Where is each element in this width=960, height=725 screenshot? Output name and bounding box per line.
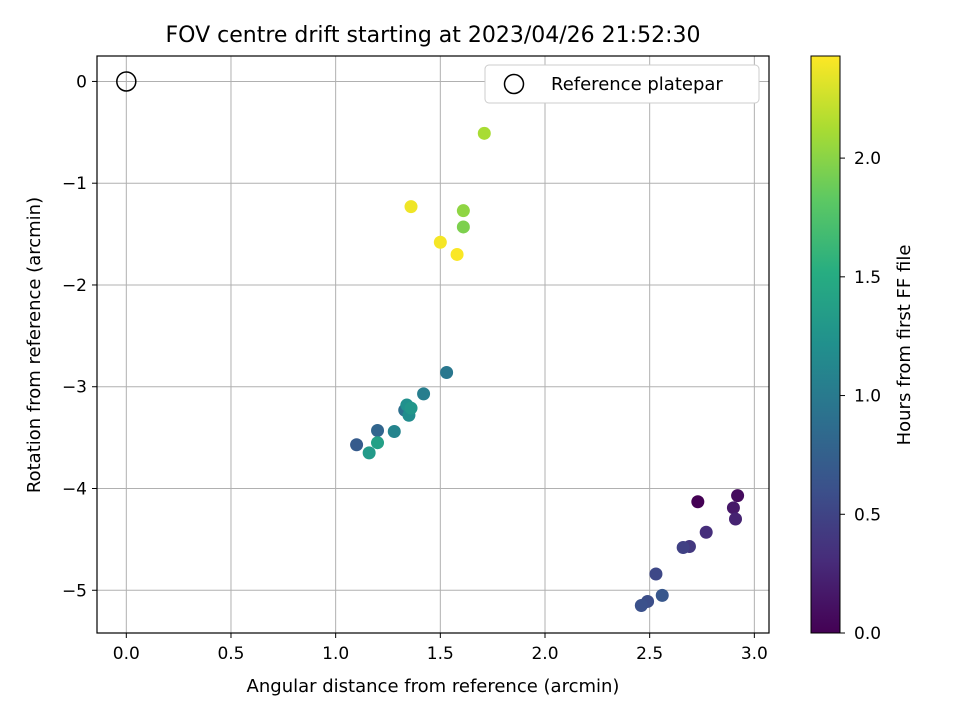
y-tick-label: −3 [62, 378, 87, 398]
x-axis-ticks: 0.0 0.5 1.0 1.5 2.0 2.5 3.0 [113, 633, 768, 664]
data-point [371, 423, 385, 437]
data-point [634, 599, 648, 613]
legend-box [484, 64, 760, 104]
chart-title: FOV centre drift starting at 2023/04/26 … [166, 23, 701, 48]
data-point [417, 387, 431, 401]
y-tick-label: −5 [62, 581, 87, 601]
colorbar-tick-label: 0.0 [854, 624, 881, 644]
x-tick-label: 1.0 [322, 644, 349, 664]
x-tick-label: 0.5 [217, 644, 244, 664]
data-point [676, 541, 690, 555]
y-tick-label: −4 [62, 479, 87, 499]
data-point [433, 235, 447, 249]
x-tick-label: 2.0 [531, 644, 558, 664]
data-point [477, 126, 491, 140]
x-tick-label: 1.5 [427, 644, 454, 664]
colorbar-tick-label: 1.0 [854, 387, 881, 407]
data-point [404, 401, 418, 415]
x-tick-label: 3.0 [741, 644, 768, 664]
legend: Reference platepar [484, 64, 760, 104]
grid-lines [97, 56, 769, 633]
data-point [649, 567, 663, 581]
data-point [456, 204, 470, 218]
data-point [726, 501, 740, 515]
data-point [450, 247, 464, 261]
colorbar-gradient [810, 55, 841, 634]
legend-reference-label: Reference platepar [551, 74, 723, 95]
data-point [440, 365, 454, 379]
reference-platepar-marker [116, 71, 137, 92]
x-tick-label: 2.5 [636, 644, 663, 664]
data-point [655, 588, 669, 602]
plot-frame [96, 55, 770, 634]
reference-marker-layer [116, 71, 137, 92]
data-point [731, 489, 745, 503]
y-axis-ticks: 0 −1 −2 −3 −4 −5 [62, 72, 97, 601]
data-point [371, 436, 385, 450]
colorbar-tick-label: 0.5 [854, 505, 881, 525]
data-point [729, 512, 743, 526]
data-point [699, 525, 713, 539]
colorbar-ticks: 0.0 0.5 1.0 1.5 2.0 [840, 149, 881, 644]
y-tick-label: −2 [62, 276, 87, 296]
y-tick-label: −1 [62, 174, 87, 194]
colorbar-tick-label: 1.5 [854, 268, 881, 288]
data-point [387, 425, 401, 439]
colorbar: 0.0 0.5 1.0 1.5 2.0 Hours from first FF file [810, 55, 915, 644]
legend-reference-marker [503, 73, 525, 95]
colorbar-tick-label: 2.0 [854, 149, 881, 169]
y-tick-label: 0 [76, 72, 87, 92]
data-point [691, 495, 705, 509]
data-point [404, 200, 418, 214]
x-axis-label: Angular distance from reference (arcmin) [247, 676, 620, 697]
x-tick-label: 0.0 [113, 644, 140, 664]
data-point [350, 438, 364, 452]
data-point [456, 220, 470, 234]
data-points [350, 126, 745, 613]
colorbar-label: Hours from first FF file [894, 245, 915, 446]
data-point [362, 446, 376, 460]
y-axis-label: Rotation from reference (arcmin) [24, 197, 45, 493]
